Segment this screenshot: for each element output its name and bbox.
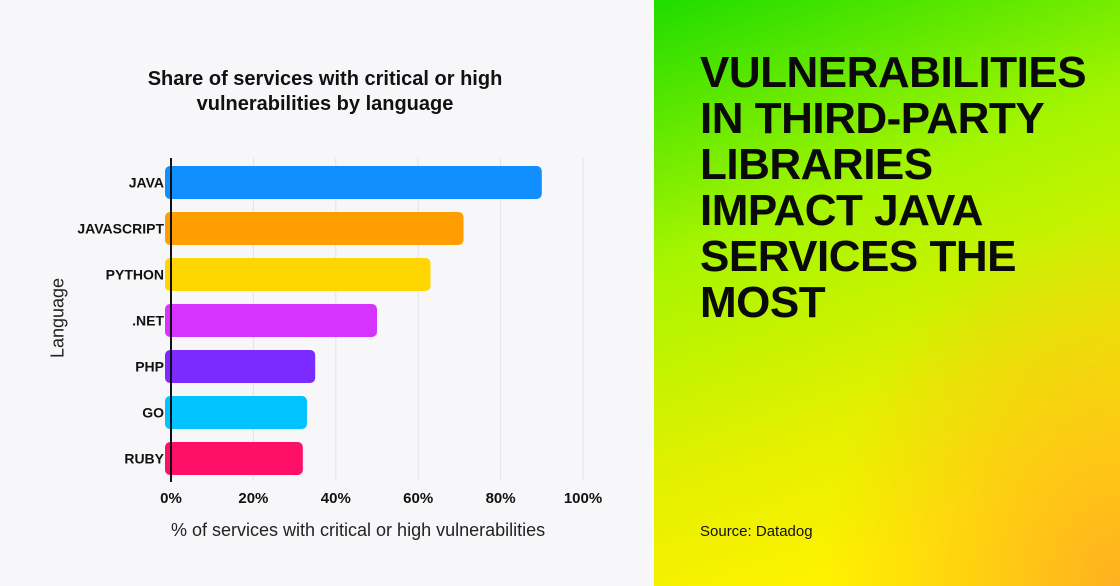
chart-panel xyxy=(0,0,654,586)
bar-chart: 0% 20% 40% 60% 80% 100% JAVA JAVASCRIPT PYTHON .N… xyxy=(77,158,602,507)
bar-java xyxy=(165,166,542,199)
bar-python xyxy=(165,258,431,291)
bar-php xyxy=(165,350,316,383)
bar-ruby xyxy=(165,442,303,475)
chart-title: Share of services with critical or high … xyxy=(147,68,503,115)
x-tick-label: 20% xyxy=(238,490,268,507)
y-tick-label: PYTHON xyxy=(106,267,164,283)
y-tick-label: PHP xyxy=(135,359,164,375)
y-tick-label: .NET xyxy=(132,313,164,329)
y-tick-label: RUBY xyxy=(124,451,164,467)
x-tick-label: 40% xyxy=(321,490,351,507)
y-tick-label: JAVA xyxy=(129,175,164,191)
x-axis-label: % of services with critical or high vuln… xyxy=(171,520,546,540)
x-tick-label: 80% xyxy=(486,490,516,507)
bar-go xyxy=(165,396,307,429)
x-tick-label: 60% xyxy=(403,490,433,507)
bar-javascript xyxy=(165,212,464,245)
y-tick-label: JAVASCRIPT xyxy=(77,221,164,237)
x-tick-label: 100% xyxy=(564,490,602,507)
y-tick-label: GO xyxy=(142,405,164,421)
x-tick-label: 0% xyxy=(160,490,182,507)
headline: VULNERABILITIES IN THIRD-PARTY LIBRARIES… xyxy=(700,48,1087,327)
bar-net xyxy=(165,304,377,337)
source-label: Source: Datadog xyxy=(700,523,813,540)
headline-panel xyxy=(654,0,1120,586)
